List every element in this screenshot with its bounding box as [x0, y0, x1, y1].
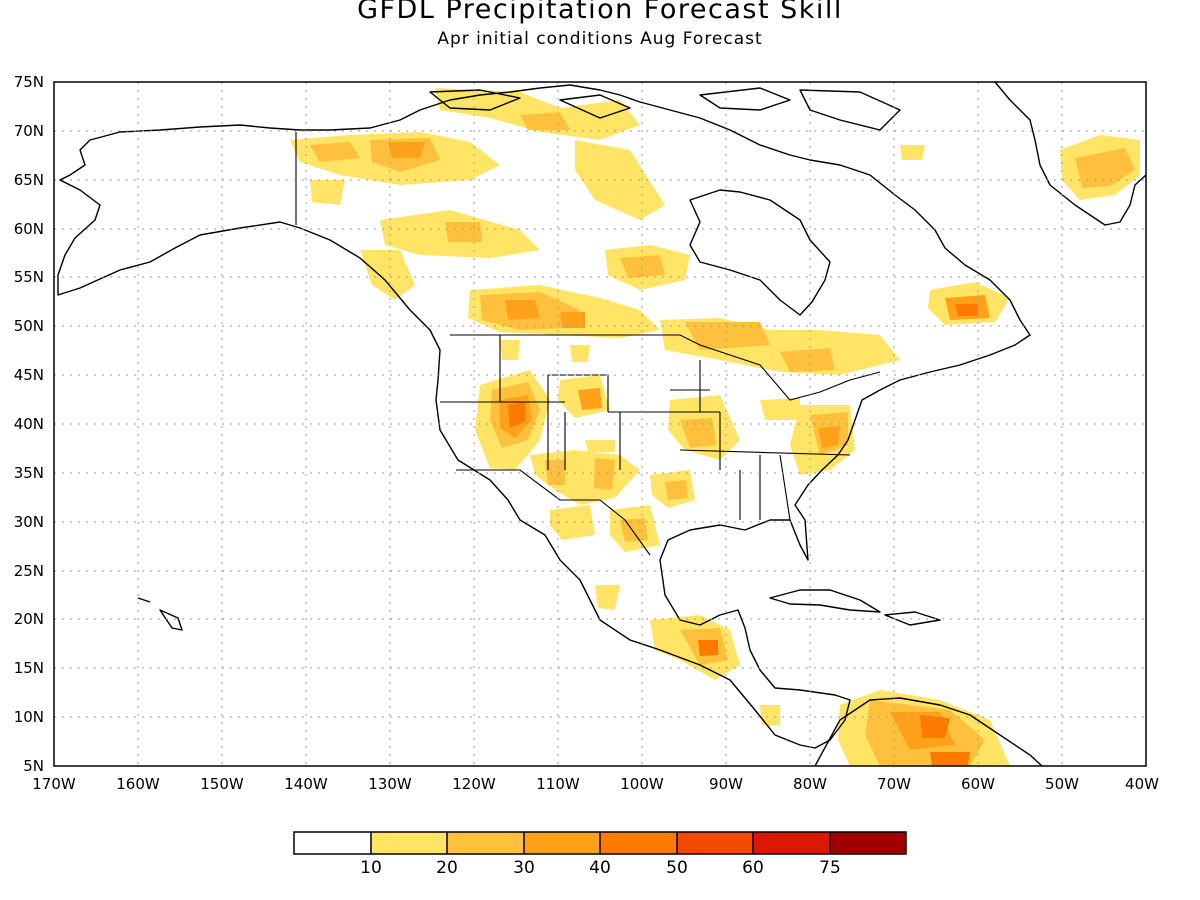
- skill-patch: [310, 180, 345, 205]
- legend-swatch: [830, 832, 906, 854]
- coastline-hawaii: [137, 597, 183, 631]
- legend-swatch: [600, 832, 677, 854]
- skill-patch: [310, 142, 360, 162]
- skill-patch: [560, 312, 585, 328]
- skill-patch: [595, 585, 620, 610]
- lon-label-80w: 80W: [793, 775, 827, 793]
- skill-patch: [578, 388, 602, 410]
- legend-swatch: [677, 832, 753, 854]
- lon-label-100w: 100W: [620, 775, 664, 793]
- skill-patch: [388, 142, 425, 158]
- legend-label: 30: [513, 858, 535, 878]
- map-subtitle: Apr initial conditions Aug Forecast: [437, 29, 763, 49]
- skill-patch: [955, 304, 978, 316]
- lat-label-40n: 40N: [14, 415, 44, 433]
- skill-patch: [620, 518, 648, 542]
- skill-patch: [585, 440, 615, 452]
- border-us-canada: [450, 334, 881, 401]
- lon-label-130w: 130W: [368, 775, 412, 793]
- skill-patch: [505, 300, 540, 320]
- skill-patch: [680, 418, 716, 448]
- skill-patch: [920, 715, 950, 738]
- lat-label-35n: 35N: [14, 464, 44, 482]
- skill-patch: [698, 640, 718, 656]
- lat-label-10n: 10N: [14, 708, 44, 726]
- skill-patch: [594, 458, 615, 490]
- legend-swatch: [371, 832, 447, 854]
- lon-label-50w: 50W: [1045, 775, 1079, 793]
- legend-label: 20: [436, 858, 458, 878]
- lon-axis: 170W 160W 150W 140W 130W 120W 110W 100W …: [32, 775, 1159, 793]
- lat-label-45n: 45N: [14, 366, 44, 384]
- skill-patch: [520, 112, 570, 130]
- skill-patch: [508, 402, 525, 428]
- skill-patch: [900, 145, 925, 160]
- lat-label-5n: 5N: [23, 757, 44, 775]
- lon-label-60w: 60W: [961, 775, 995, 793]
- legend-label: 60: [742, 858, 764, 878]
- lat-label-55n: 55N: [14, 268, 44, 286]
- skill-patch: [760, 705, 780, 725]
- coastline-cuba: [769, 589, 881, 613]
- legend-swatch: [294, 832, 371, 854]
- lat-label-75n: 75N: [14, 73, 44, 91]
- legend-swatch: [753, 832, 830, 854]
- legend-label: 10: [360, 858, 382, 878]
- political-borders: [295, 132, 881, 556]
- skill-patch: [445, 222, 482, 242]
- skill-patch: [930, 752, 970, 766]
- lat-label-70n: 70N: [14, 122, 44, 140]
- lat-label-15n: 15N: [14, 659, 44, 677]
- skill-patch: [550, 505, 595, 540]
- border-us-mexico: [456, 469, 651, 556]
- skill-patch: [1075, 148, 1135, 188]
- grid-lines: [54, 82, 1146, 766]
- lat-axis: 5N 10N 15N 20N 25N 30N 35N 40N 45N 50N 5…: [14, 73, 44, 775]
- coastline-islands-arctic: [429, 87, 901, 131]
- lon-label-110w: 110W: [536, 775, 580, 793]
- skill-patch: [570, 345, 590, 362]
- coastline-south-america: [814, 697, 1043, 766]
- lon-label-150w: 150W: [200, 775, 244, 793]
- legend-label: 40: [589, 858, 611, 878]
- color-legend: 10 20 30 40 50 60 75: [293, 831, 907, 878]
- lat-label-65n: 65N: [14, 171, 44, 189]
- legend-dividers: [370, 832, 831, 854]
- lat-label-20n: 20N: [14, 610, 44, 628]
- skill-patch: [530, 450, 640, 505]
- skill-patch: [760, 398, 800, 420]
- plot-frame: [53, 81, 1147, 767]
- lon-label-140w: 140W: [284, 775, 328, 793]
- lon-label-70w: 70W: [877, 775, 911, 793]
- lat-label-25n: 25N: [14, 562, 44, 580]
- skill-patch: [685, 322, 770, 350]
- skill-patch: [818, 426, 840, 448]
- legend-swatch: [447, 832, 524, 854]
- skill-patch: [575, 140, 665, 220]
- coastline-north-america: [57, 84, 1031, 749]
- coastline-hudson-bay: [689, 189, 831, 316]
- skill-patch: [780, 348, 835, 372]
- skill-shading: [290, 88, 1140, 766]
- lat-label-60n: 60N: [14, 220, 44, 238]
- legend-label: 75: [819, 858, 841, 878]
- lon-label-40w: 40W: [1125, 775, 1159, 793]
- legend-swatch: [524, 832, 600, 854]
- skill-patch: [360, 250, 415, 300]
- coastline-hispaniola: [884, 611, 941, 626]
- skill-patch: [500, 340, 520, 360]
- map-title: GFDL Precipitation Forecast Skill: [357, 0, 843, 25]
- lat-label-30n: 30N: [14, 513, 44, 531]
- legend-labels: 10 20 30 40 50 60 75: [360, 858, 841, 878]
- lon-label-120w: 120W: [452, 775, 496, 793]
- legend-label: 50: [666, 858, 688, 878]
- skill-patch: [665, 480, 688, 500]
- lat-label-50n: 50N: [14, 317, 44, 335]
- skill-patch: [545, 460, 565, 485]
- lon-label-170w: 170W: [32, 775, 76, 793]
- lon-label-90w: 90W: [709, 775, 743, 793]
- lon-label-160w: 160W: [116, 775, 160, 793]
